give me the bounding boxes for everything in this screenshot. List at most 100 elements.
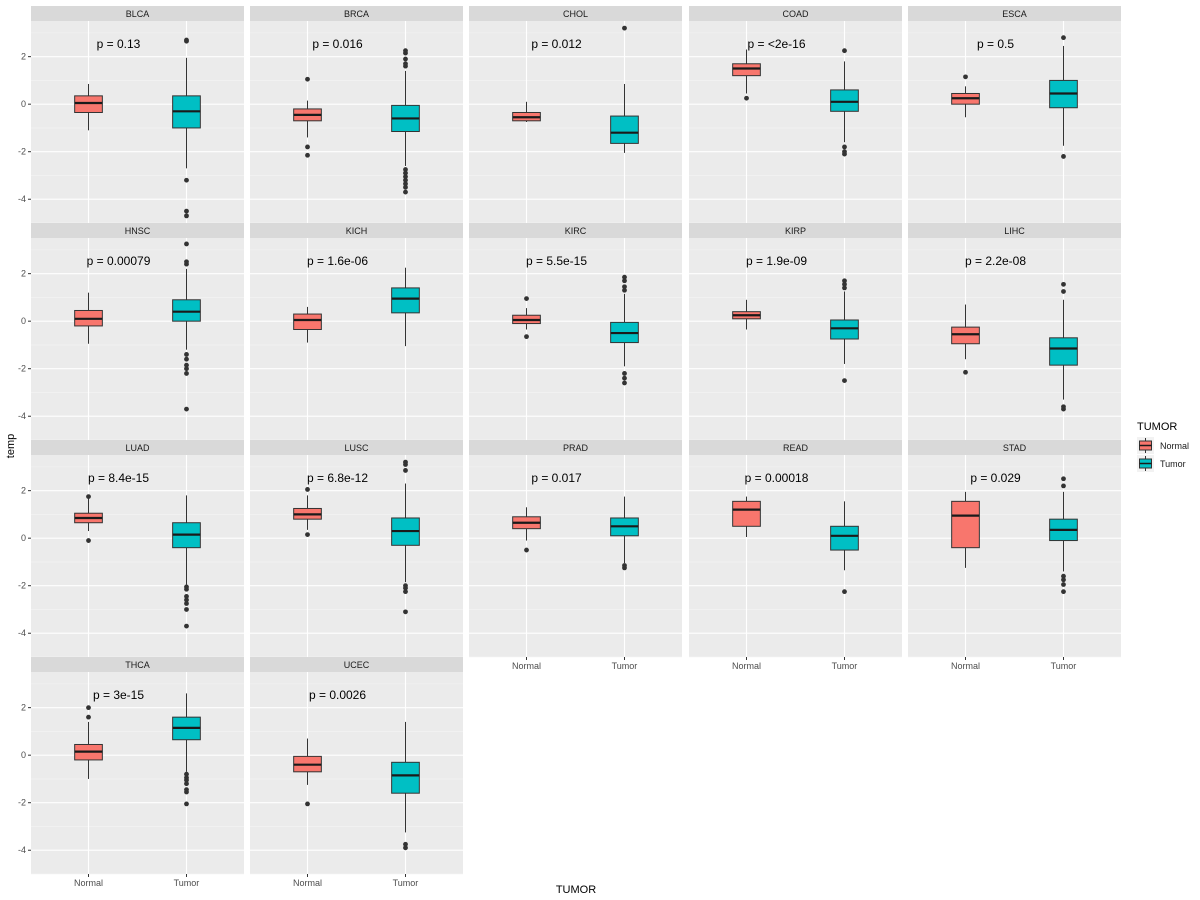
facet-label: LUSC [344,443,369,453]
box-normal [293,738,322,807]
box-tumor [1049,35,1078,159]
outlier-point [184,586,189,592]
panel-background [689,238,902,440]
facet-label: LUAD [125,443,150,453]
x-tick-label: Tumor [393,878,419,888]
box-iqr [1049,337,1078,366]
outlier-point [184,352,189,357]
facet-strip [908,223,1121,238]
box-normal [512,507,541,553]
y-tick-label: 0 [21,316,26,326]
facet-strip [908,440,1121,455]
facet-panel-chol: CHOL p = 0.012 [469,6,682,224]
outlier-point [403,845,408,851]
y-tick-label: 0 [21,99,26,109]
outlier-point [963,74,968,80]
legend: TUMOR Normal Tumor [1137,421,1189,472]
outlier-point [184,259,189,265]
panel-background [689,455,902,657]
y-tick-label: -4 [18,194,26,204]
outlier-point [184,789,189,795]
y-tick-label: -2 [18,798,26,808]
outlier-point [842,144,847,150]
outlier-point [305,801,310,807]
outlier-point [403,459,408,465]
facet-strip [31,657,244,672]
legend-items: Normal Tumor [1137,437,1189,472]
facet-strip [250,6,463,21]
outlier-point [744,95,749,101]
box-tumor [1049,281,1078,412]
outlier-point [622,287,627,293]
outlier-point [184,366,189,372]
outlier-point [622,25,627,31]
pvalue-label: p = 8.4e-15 [88,471,149,485]
x-tick-label: Normal [512,661,541,671]
facet-strip [469,6,682,21]
outlier-point [184,601,189,606]
outlier-point [184,177,189,183]
box-iqr [293,313,322,330]
legend-item-normal: Normal [1137,437,1189,454]
pvalue-label: p = 0.016 [312,37,363,51]
facet-strip [689,440,902,455]
panel-background [908,455,1121,657]
outlier-point [184,241,189,247]
outlier-point [86,705,91,711]
facet-label: KIRC [565,226,587,236]
outlier-point [403,609,408,615]
outlier-point [622,380,627,386]
outlier-point [622,371,627,376]
outlier-point [403,585,408,591]
outlier-point [184,208,189,214]
box-normal [293,76,322,158]
facet-strip [689,6,902,21]
outlier-point [622,278,627,284]
pvalue-label: p = 0.13 [97,37,141,51]
box-normal [732,496,761,537]
box-iqr [951,500,980,549]
outlier-point [1061,154,1066,159]
outlier-point [1061,577,1066,583]
outlier-point [842,281,847,287]
outlier-point [622,565,627,571]
outlier-point [1061,483,1066,489]
box-normal [951,491,980,568]
box-iqr [951,326,980,345]
facet-label: BLCA [126,9,150,19]
box-normal [512,296,541,340]
facet-label: THCA [125,660,150,670]
panel-background [250,455,463,657]
box-normal [512,101,541,122]
outlier-point [524,296,529,301]
box-tumor [172,495,201,629]
box-iqr [391,761,420,794]
panel-background [250,238,463,440]
facet-panel-luad: LUAD -4 -2 0 2 p = 8.4e-15 [18,440,244,658]
y-tick-label: -4 [18,628,26,638]
pvalue-label: p = 3e-15 [93,688,144,702]
facet-panel-stad: STAD Normal Tumor p = 0.029 [908,440,1121,671]
box-normal [732,49,761,101]
outlier-point [184,213,189,219]
outlier-point [305,76,310,82]
box-normal [293,306,322,343]
legend-label: Normal [1160,441,1189,451]
outlier-point [403,48,408,54]
box-tumor [172,241,201,412]
y-tick-label: 2 [21,486,26,496]
box-iqr [74,95,103,113]
box-normal [74,494,103,543]
outlier-point [86,714,91,720]
outlier-point [184,777,189,783]
facet-panel-ucec: UCEC Normal Tumor p = 0.0026 [250,657,463,888]
pvalue-label: p = 1.9e-09 [746,254,807,268]
outlier-point [184,37,189,43]
facet-label: ESCA [1002,9,1027,19]
outlier-point [184,607,189,612]
pvalue-label: p = 0.00018 [745,471,809,485]
outlier-point [86,494,91,499]
outlier-point [842,378,847,383]
y-tick-label: -2 [18,581,26,591]
facet-panel-kich: KICH p = 1.6e-06 [250,223,463,441]
